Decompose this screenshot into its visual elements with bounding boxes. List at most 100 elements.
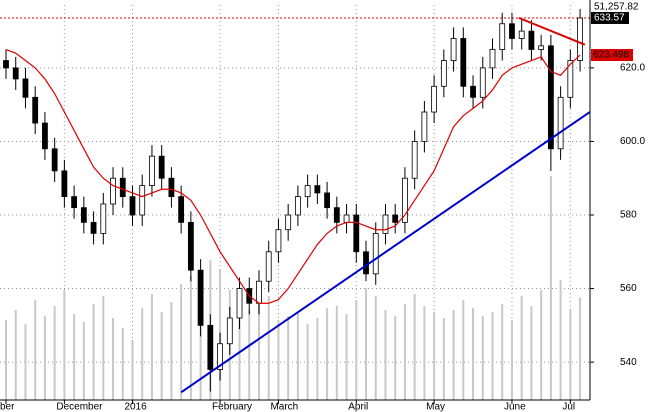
candle-body (499, 23, 506, 50)
volume-bar (180, 284, 183, 400)
volume-bar (150, 294, 153, 400)
candle-body (353, 214, 360, 253)
candle-body (178, 196, 185, 223)
candle-body (149, 155, 155, 186)
candle-body (489, 49, 496, 69)
x-tick-label: December (56, 402, 103, 412)
candle-body (275, 229, 282, 253)
candle-body (567, 60, 574, 98)
candle-body (450, 38, 457, 61)
candle-body (51, 148, 58, 172)
volume-bar (374, 296, 377, 400)
x-tick-label: June (504, 402, 526, 412)
volume-bar (296, 312, 299, 400)
candle-body (12, 67, 19, 80)
candle-body (538, 45, 545, 50)
candle-body (470, 85, 476, 98)
volume-bar (472, 308, 475, 400)
candle-body (528, 30, 535, 50)
volume-bar (160, 312, 163, 400)
volume-bar (569, 310, 572, 400)
candle-body (324, 192, 330, 209)
ma-box (591, 49, 633, 62)
volume-bar (384, 310, 387, 400)
plot-area (0, 5, 591, 400)
ma-label: 623.498 (593, 50, 630, 61)
candle-body (333, 207, 340, 223)
volume-bar (112, 318, 115, 400)
volume-bar (43, 316, 46, 400)
volume-bar (306, 324, 309, 400)
y-tick-label: 600.0 (620, 136, 645, 147)
volume-bar (73, 314, 76, 400)
volume-bar (63, 290, 66, 400)
volume-bar (540, 290, 543, 400)
candle-body (372, 232, 379, 275)
candle-body (547, 45, 554, 150)
y-tick-label: 580 (620, 210, 637, 221)
y-tick-label: 540 (620, 357, 637, 368)
volume-bar (257, 304, 260, 400)
last-price-box (591, 11, 629, 24)
volume-bar (579, 297, 582, 400)
x-tick-label: Jul (562, 402, 575, 412)
candle-body (421, 111, 428, 142)
volume-bar (345, 314, 348, 400)
candle-body (110, 177, 116, 205)
volume-bar (121, 328, 124, 400)
volume-bar (481, 316, 484, 400)
candle-body (509, 23, 515, 39)
volume-bar (326, 308, 329, 400)
candle-body (460, 38, 467, 87)
candle-body (22, 78, 29, 98)
candle-body (3, 60, 9, 69)
volume-bar (170, 302, 173, 400)
candle-body (197, 269, 204, 326)
candle-body (382, 214, 389, 234)
candle-body (285, 214, 292, 231)
volume-bar (413, 294, 416, 400)
volume-bar (355, 300, 358, 400)
volume-value-label: 51,257.82 (594, 2, 639, 13)
y-tick-label: 560 (620, 283, 637, 294)
volume-bar (423, 306, 426, 400)
volume-bar (335, 306, 338, 400)
volume-bar (189, 276, 192, 400)
candle-body (139, 185, 146, 216)
candle-body (226, 317, 233, 345)
volume-bar (510, 320, 513, 400)
x-tick-label: April (348, 402, 368, 412)
candle-body (314, 185, 321, 194)
candle-body (392, 214, 399, 223)
volume-bar (442, 318, 445, 400)
volume-bar (559, 280, 562, 400)
volume-bar (530, 306, 533, 400)
volume-bar (14, 310, 17, 400)
volume-bar (199, 280, 202, 400)
candle-body (158, 155, 165, 179)
last-price-label: 633.57 (594, 13, 625, 24)
candle-body (479, 67, 486, 98)
y-tick-label: 620.0 (620, 63, 645, 74)
candle-body (129, 196, 136, 216)
candle-body (363, 251, 369, 275)
candle-body (236, 288, 243, 319)
volume-bar (549, 176, 552, 400)
candle-body (90, 221, 97, 234)
candle-body (42, 122, 48, 150)
volume-bar (141, 308, 144, 400)
volume-bar (5, 320, 7, 400)
x-tick-label: May (426, 402, 445, 412)
volume-bar (82, 322, 85, 400)
candle-body (168, 177, 175, 198)
candle-body (32, 96, 39, 124)
candle-body (557, 96, 564, 150)
candle-body (217, 343, 223, 370)
candle-body (207, 324, 214, 370)
volume-bar (365, 288, 368, 400)
volume-bar (491, 312, 494, 400)
x-tick-label: February (212, 402, 252, 412)
candle-body (343, 214, 350, 223)
volume-bar (238, 300, 241, 400)
